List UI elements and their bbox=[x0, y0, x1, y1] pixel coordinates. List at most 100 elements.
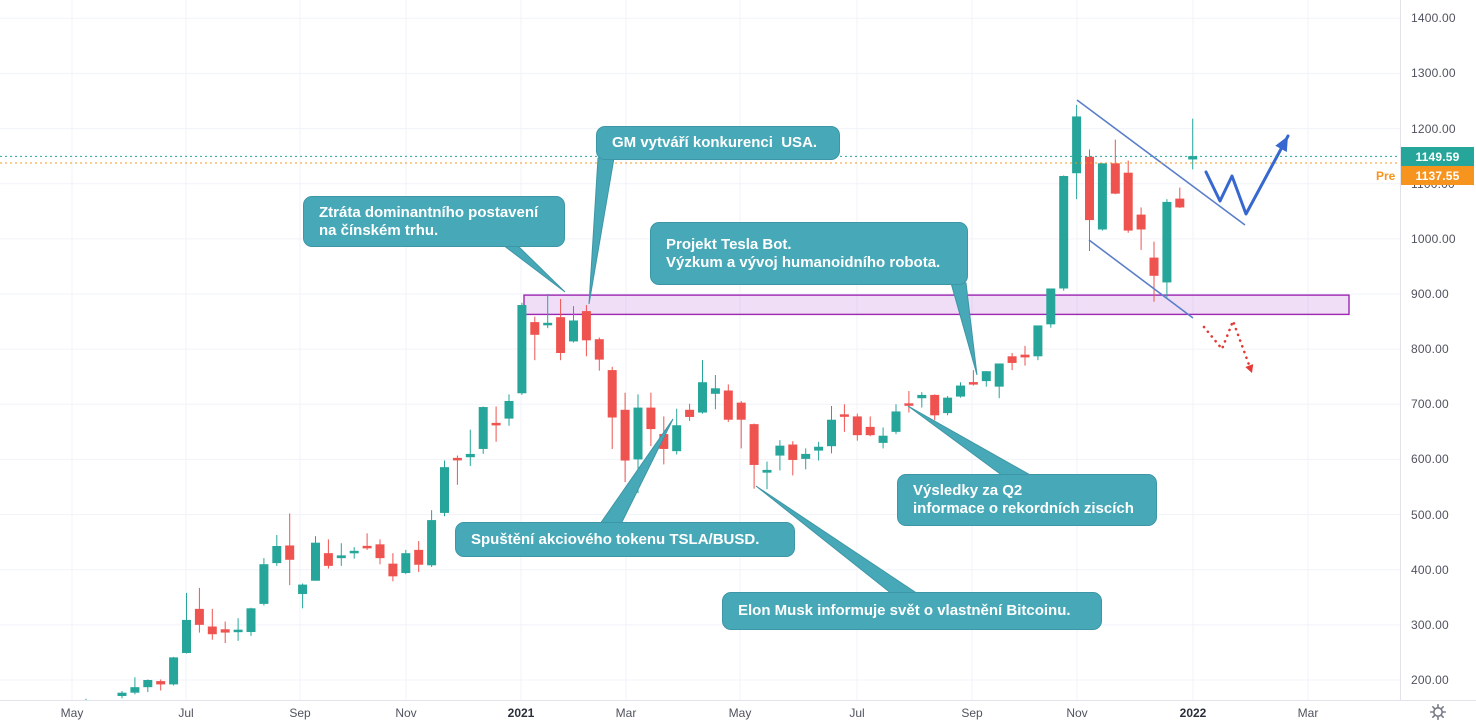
candle bbox=[698, 382, 707, 413]
candle bbox=[814, 446, 824, 451]
candle bbox=[427, 520, 437, 566]
time-tick: Nov bbox=[1066, 706, 1088, 720]
candle bbox=[607, 370, 617, 418]
price-axis[interactable]: 1400.001300.001200.001100.001000.00900.0… bbox=[1400, 0, 1476, 700]
time-tick: Mar bbox=[1297, 706, 1319, 720]
candle bbox=[323, 553, 333, 566]
price-tick: 400.00 bbox=[1411, 562, 1449, 577]
candle bbox=[1136, 214, 1146, 230]
candle bbox=[362, 545, 372, 549]
callout-vysledky[interactable]: Výsledky za Q2 informace o rekordních zis… bbox=[897, 474, 1157, 526]
candle bbox=[878, 435, 888, 443]
time-tick-year: 2022 bbox=[1179, 706, 1207, 720]
candle bbox=[801, 453, 811, 459]
arrowhead bbox=[1245, 364, 1254, 373]
candle bbox=[530, 322, 540, 335]
price-tick: 300.00 bbox=[1411, 617, 1449, 632]
callout-text-line: Ztráta dominantního postavení bbox=[319, 203, 539, 221]
time-tick: Sep bbox=[961, 706, 983, 720]
callout-gm[interactable]: GM vytváří konkurenci USA. bbox=[596, 126, 840, 160]
candle bbox=[169, 657, 179, 685]
candle bbox=[414, 549, 424, 565]
candle bbox=[736, 402, 746, 420]
price-tick: 600.00 bbox=[1411, 452, 1449, 467]
price-scale-settings-button[interactable] bbox=[1427, 701, 1449, 723]
time-tick: Nov bbox=[395, 706, 417, 720]
candle bbox=[233, 629, 243, 633]
candle bbox=[543, 322, 553, 326]
candle bbox=[620, 409, 630, 461]
candle bbox=[1033, 325, 1043, 357]
candle bbox=[981, 371, 991, 382]
candle bbox=[1085, 156, 1094, 221]
callout-tail-vysledky[interactable] bbox=[907, 405, 1034, 477]
candle bbox=[440, 467, 449, 513]
candle bbox=[594, 339, 604, 360]
candle bbox=[646, 407, 656, 430]
candles-series bbox=[81, 104, 1198, 717]
price-tick: 700.00 bbox=[1411, 397, 1449, 412]
callout-projekt[interactable]: Projekt Tesla Bot. Výzkum a vývoj humanoi… bbox=[650, 222, 968, 285]
candle bbox=[891, 411, 901, 432]
arrowhead bbox=[1275, 136, 1288, 152]
candle bbox=[246, 608, 256, 633]
candle bbox=[259, 564, 269, 604]
candle bbox=[827, 419, 836, 447]
candle bbox=[517, 305, 527, 394]
support-resistance-zone[interactable] bbox=[523, 294, 1350, 316]
callout-tail-gm[interactable] bbox=[588, 157, 615, 305]
time-tick: May bbox=[60, 706, 84, 720]
callout-tail-ztrata[interactable] bbox=[501, 244, 566, 293]
gear-icon bbox=[1429, 703, 1447, 721]
candle bbox=[311, 542, 320, 581]
candle bbox=[917, 394, 927, 399]
candle bbox=[1072, 116, 1082, 174]
candle bbox=[685, 409, 695, 417]
candle bbox=[749, 424, 759, 465]
channel-line-upper[interactable] bbox=[1076, 99, 1246, 226]
candle bbox=[672, 425, 682, 452]
callout-ztrata[interactable]: Ztráta dominantního postavení na čínském … bbox=[303, 196, 565, 247]
candle bbox=[298, 584, 308, 594]
channel-line-lower[interactable] bbox=[1088, 239, 1194, 319]
candle bbox=[465, 453, 475, 458]
last-price-value: 1149.59 bbox=[1415, 149, 1460, 164]
candle bbox=[156, 681, 166, 685]
callout-text-line: Elon Musk informuje svět o vlastnění Bit… bbox=[738, 602, 1071, 619]
candle bbox=[194, 608, 204, 625]
candle bbox=[1188, 156, 1198, 160]
candle bbox=[375, 544, 385, 559]
candle bbox=[491, 422, 501, 426]
callout-text-line: Výsledky za Q2 bbox=[913, 482, 1023, 499]
bearish-dotted-arrow[interactable] bbox=[1202, 317, 1254, 375]
premarket-price-label: 1137.55 bbox=[1401, 166, 1474, 185]
callout-spusteni[interactable]: Spuštění akciového tokenu TSLA/BUSD. bbox=[455, 522, 795, 557]
candle bbox=[117, 692, 127, 696]
candle bbox=[272, 546, 282, 564]
candle bbox=[994, 363, 1004, 387]
candle bbox=[401, 553, 411, 574]
time-tick: May bbox=[728, 706, 752, 720]
price-tick: 800.00 bbox=[1411, 342, 1449, 357]
bullish-zigzag-arrow[interactable] bbox=[1204, 134, 1290, 216]
premarket-price-value: 1137.55 bbox=[1415, 168, 1460, 183]
candle bbox=[633, 407, 643, 460]
candle bbox=[452, 457, 462, 461]
callout-elon[interactable]: Elon Musk informuje svět o vlastnění Bit… bbox=[722, 592, 1102, 630]
price-tick: 1200.00 bbox=[1411, 121, 1456, 136]
candle bbox=[762, 469, 772, 473]
candle bbox=[130, 687, 140, 693]
candle bbox=[336, 555, 346, 559]
candle bbox=[182, 619, 191, 653]
callout-text-line: Spuštění akciového tokenu TSLA/BUSD. bbox=[471, 530, 760, 548]
time-tick: Sep bbox=[289, 706, 311, 720]
candle bbox=[865, 426, 875, 436]
candle bbox=[207, 626, 217, 635]
price-tick: 900.00 bbox=[1411, 287, 1449, 301]
time-tick: Jul bbox=[178, 706, 194, 720]
candle bbox=[943, 397, 953, 414]
candle bbox=[659, 434, 669, 449]
time-axis[interactable]: May Jul Sep Nov 2021 Mar May Jul Sep Nov 2022 Mar bbox=[0, 700, 1476, 725]
candle bbox=[968, 382, 978, 385]
